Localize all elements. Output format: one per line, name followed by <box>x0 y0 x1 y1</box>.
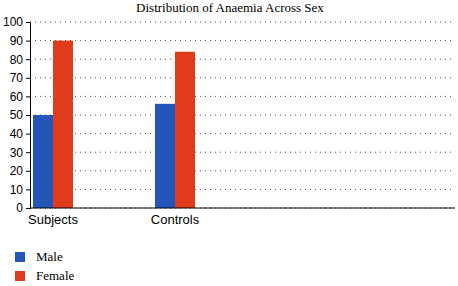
y-tick-mark <box>26 189 30 190</box>
y-tick-mark <box>26 78 30 79</box>
y-axis-line <box>26 23 31 209</box>
y-tick: 40 <box>10 127 30 141</box>
y-tick-mark <box>26 96 30 97</box>
y-tick-mark <box>26 115 30 116</box>
bar <box>175 52 195 208</box>
y-tick-label: 90 <box>10 34 24 48</box>
grid-line <box>30 40 455 41</box>
y-tick-label: 30 <box>10 146 24 160</box>
x-axis-line <box>30 208 455 209</box>
bars <box>33 41 195 208</box>
grid-line <box>30 22 455 23</box>
y-tick: 80 <box>10 53 30 67</box>
y-tick-label: 0 <box>16 201 23 215</box>
y-tick-label: 50 <box>10 108 24 122</box>
grid-line <box>30 152 455 153</box>
bar <box>53 41 73 208</box>
y-tick: 50 <box>10 108 30 122</box>
x-tick: Subjects <box>28 212 78 227</box>
x-tick-label: Controls <box>151 212 200 227</box>
legend: Male Female <box>15 249 74 283</box>
y-tick: 100 <box>3 15 30 29</box>
grid-line <box>30 115 455 116</box>
y-tick-label: 10 <box>10 183 24 197</box>
y-tick-mark <box>26 208 30 209</box>
grid <box>30 22 455 208</box>
title: Distribution of Anaemia Across Sex <box>136 0 324 15</box>
grid-line <box>30 208 455 209</box>
y-tick-mark <box>26 22 30 23</box>
y-tick-label: 70 <box>10 71 24 85</box>
y-tick-mark <box>26 134 30 135</box>
x-tick-label: Subjects <box>28 212 78 227</box>
legend-swatch <box>15 271 25 281</box>
y-tick-mark <box>26 152 30 153</box>
y-tick: 30 <box>10 146 30 160</box>
y-tick-label: 100 <box>3 15 23 29</box>
bar <box>155 104 175 208</box>
y-tick: 70 <box>10 71 30 85</box>
legend-label: Female <box>36 268 74 283</box>
grid-line <box>30 170 455 171</box>
y-tick: 90 <box>10 34 30 48</box>
bar <box>33 115 53 208</box>
y-tick-mark <box>26 41 30 42</box>
grid-line <box>30 59 455 60</box>
y-tick-mark <box>26 171 30 172</box>
y-axis: 0 10 20 30 40 50 60 70 80 90 100 <box>3 15 31 215</box>
grid-line <box>30 77 455 78</box>
grid-line <box>30 133 455 134</box>
y-tick-label: 80 <box>10 53 24 67</box>
x-tick: Controls <box>151 212 200 227</box>
y-tick-label: 20 <box>10 164 24 178</box>
legend-label: Male <box>36 249 63 264</box>
y-tick: 20 <box>10 164 30 178</box>
y-tick-label: 60 <box>10 90 24 104</box>
y-tick-label: 40 <box>10 127 24 141</box>
legend-swatch <box>15 252 25 262</box>
grid-line <box>30 189 455 190</box>
y-tick-mark <box>26 59 30 60</box>
y-tick: 10 <box>10 183 30 197</box>
y-tick: 60 <box>10 90 30 104</box>
chart: Distribution of Anaemia Across Sex 0 10 20 3… <box>0 0 458 286</box>
x-axis: Subjects Controls <box>28 208 455 227</box>
grid-line <box>30 96 455 97</box>
